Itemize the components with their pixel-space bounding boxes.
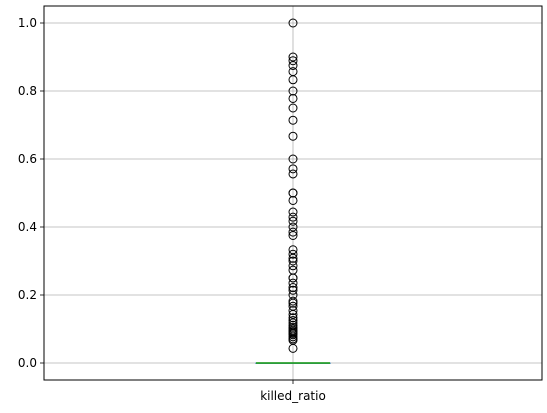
y-tick-label: 0.4 bbox=[18, 220, 37, 234]
outlier-point bbox=[288, 75, 298, 85]
outlier-point bbox=[288, 298, 298, 308]
grid-layer bbox=[44, 6, 542, 380]
outlier-point bbox=[288, 188, 298, 198]
outlier-point bbox=[288, 256, 298, 266]
outlier-point bbox=[288, 18, 298, 28]
x-tick-label: killed_ratio bbox=[260, 389, 326, 403]
x-axis: killed_ratio bbox=[260, 380, 326, 403]
outlier-point bbox=[288, 285, 298, 295]
y-tick-label: 0.0 bbox=[18, 356, 37, 370]
y-tick-label: 0.8 bbox=[18, 84, 37, 98]
outlier-point bbox=[288, 154, 298, 164]
outlier-point bbox=[288, 283, 298, 293]
outlier-point bbox=[288, 169, 298, 179]
outlier-point bbox=[288, 103, 298, 113]
outlier-point bbox=[288, 343, 298, 353]
outlier-point bbox=[288, 273, 298, 283]
outlier-point bbox=[288, 131, 298, 141]
outlier-point bbox=[288, 86, 298, 96]
y-tick-label: 0.2 bbox=[18, 288, 37, 302]
outlier-point bbox=[288, 207, 298, 217]
y-tick-label: 1.0 bbox=[18, 16, 37, 30]
outlier-point bbox=[288, 56, 298, 66]
outlier-point bbox=[288, 227, 298, 237]
outlier-layer bbox=[288, 18, 298, 353]
outlier-point bbox=[288, 231, 298, 240]
outlier-point bbox=[288, 115, 298, 125]
outlier-point bbox=[288, 261, 298, 271]
outlier-point bbox=[288, 306, 298, 316]
box-layer bbox=[255, 362, 331, 364]
outlier-point bbox=[288, 216, 298, 226]
y-tick-label: 0.6 bbox=[18, 152, 37, 166]
outlier-point bbox=[288, 93, 298, 103]
outlier-point bbox=[288, 313, 298, 323]
y-axis: 0.0 0.2 0.4 0.6 0.8 1.0 bbox=[18, 16, 44, 370]
outlier-point bbox=[288, 61, 298, 70]
outlier-point bbox=[288, 164, 298, 174]
outlier-point bbox=[288, 195, 298, 205]
outlier-point bbox=[288, 212, 298, 222]
outlier-point bbox=[288, 278, 298, 288]
outlier-point bbox=[288, 249, 298, 259]
outlier-point bbox=[288, 253, 298, 263]
